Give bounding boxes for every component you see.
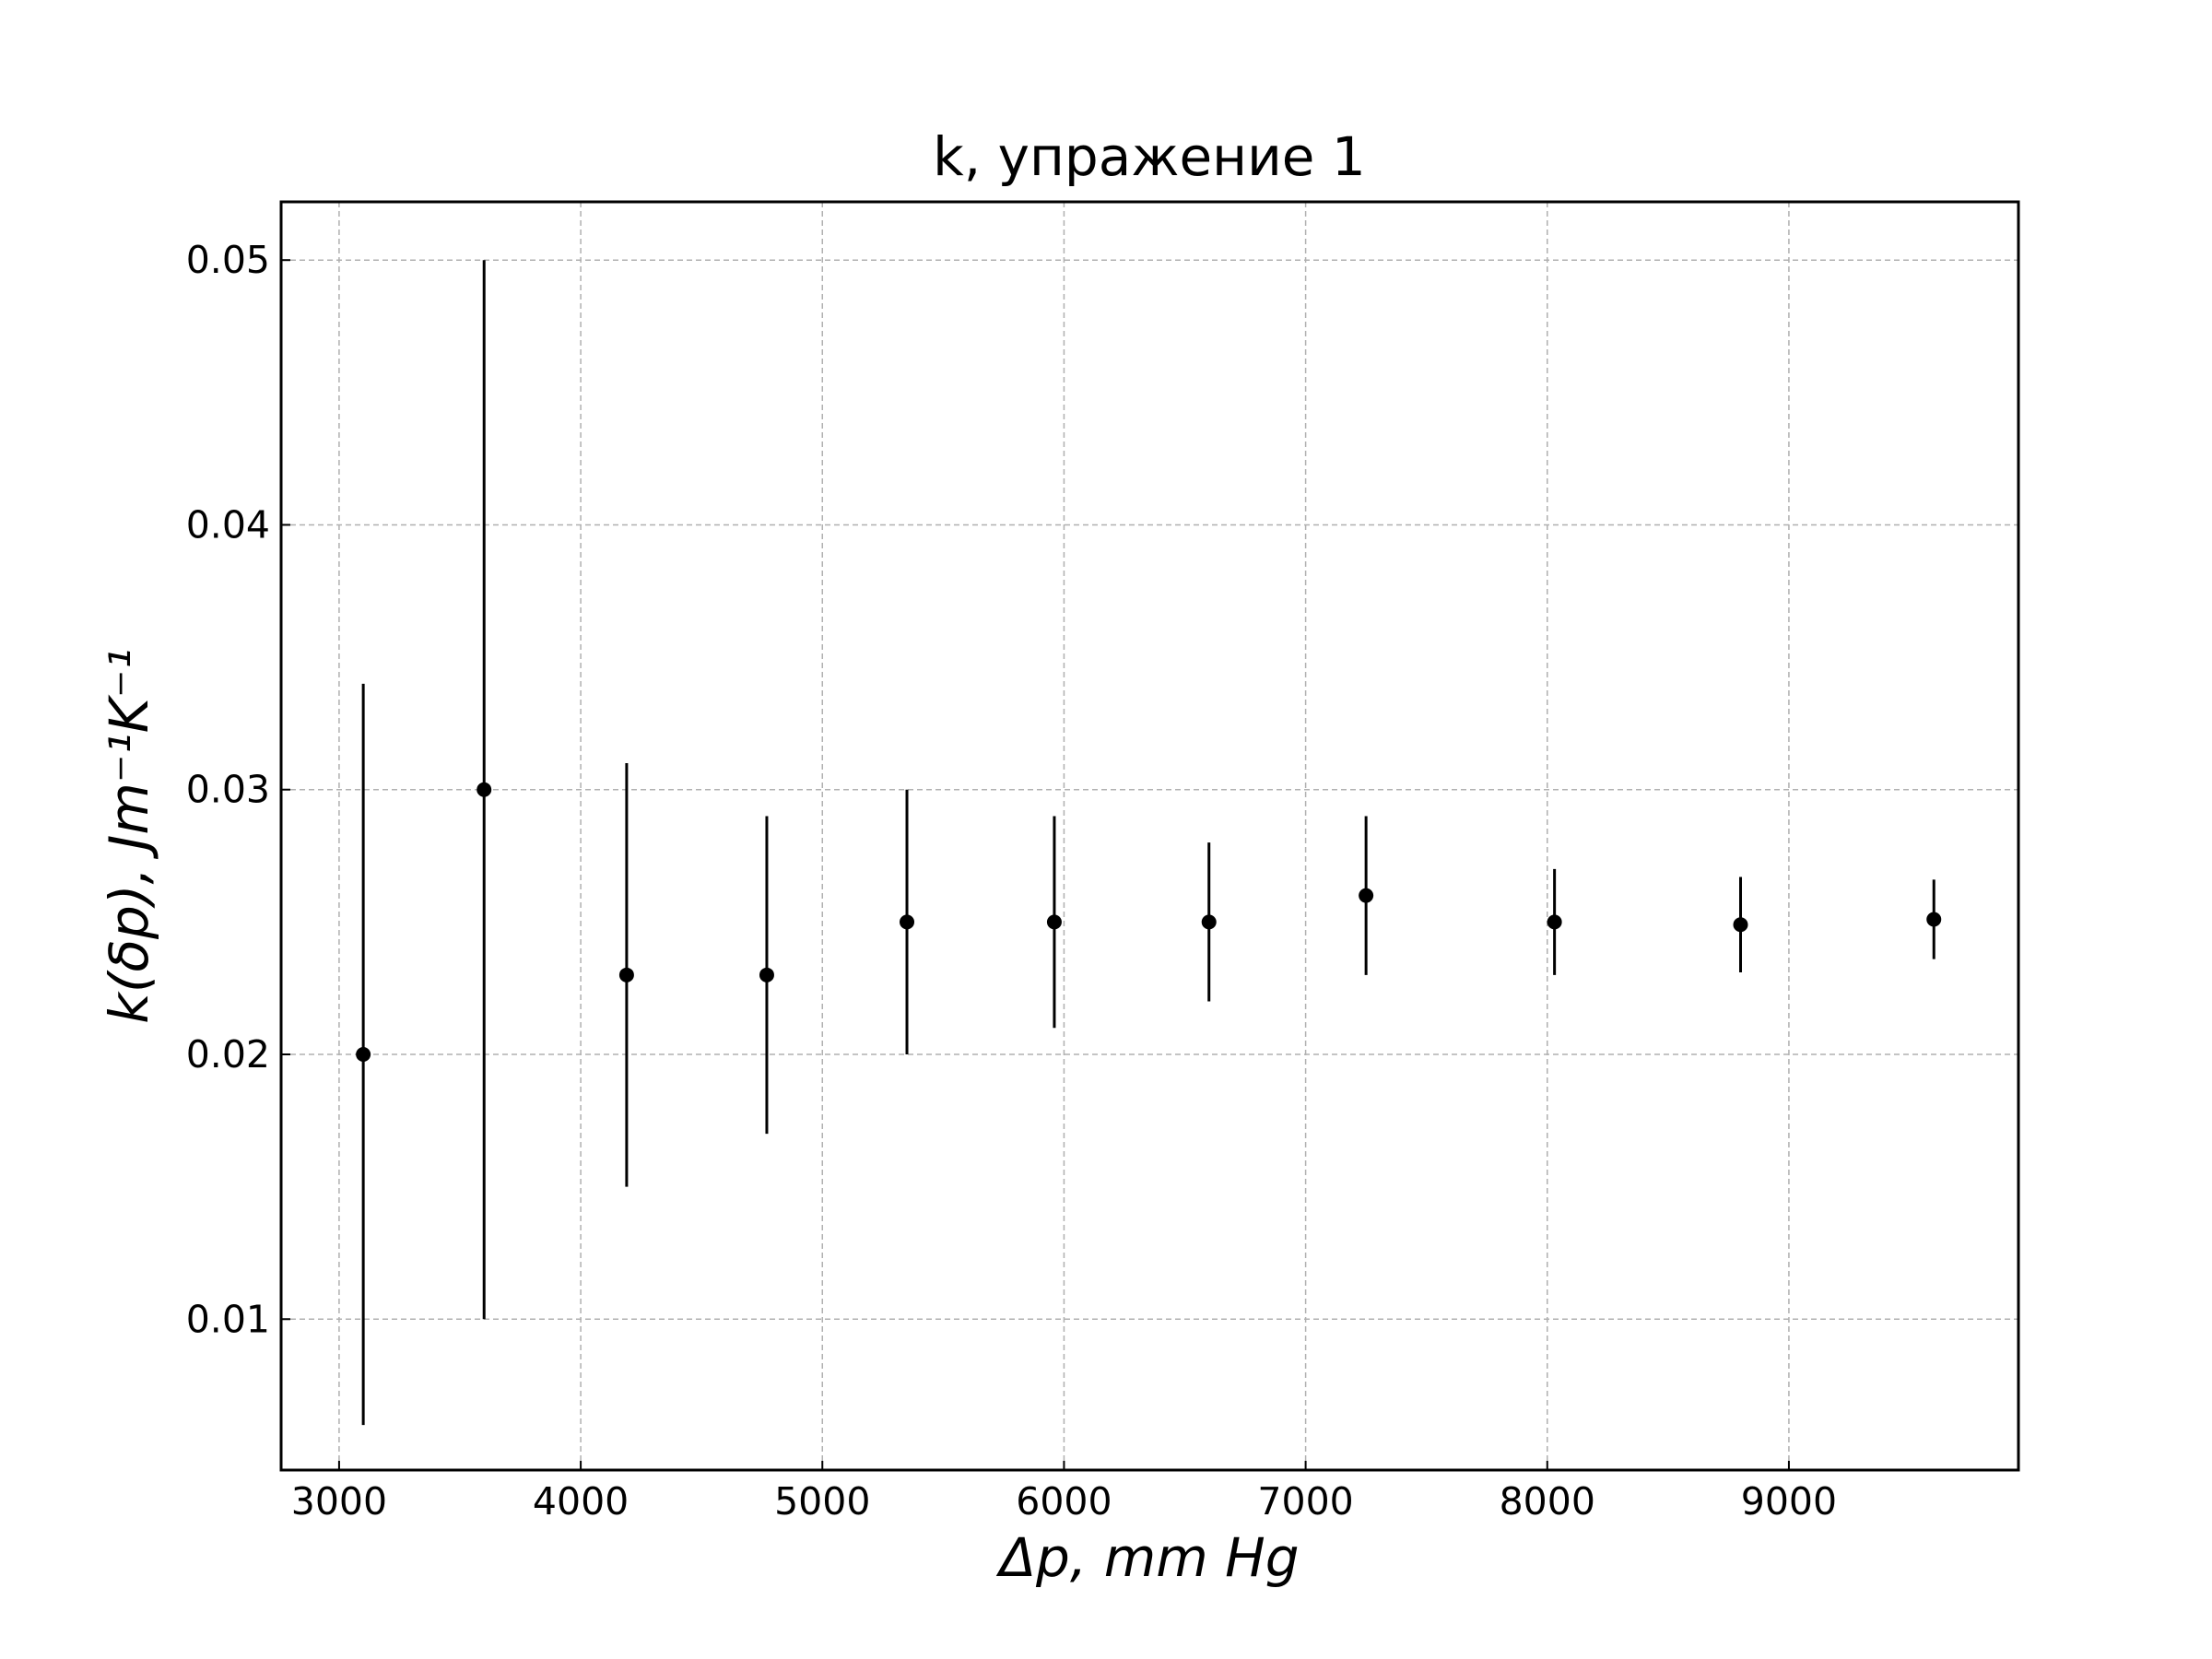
data-point [1046,914,1062,930]
plot-frame [279,200,2020,1472]
y-tick-label: 0.04 [186,502,270,547]
data-point [1359,888,1374,903]
data-point [356,1046,371,1062]
y-tick-label: 0.02 [186,1032,270,1077]
y-tick-label: 0.03 [186,768,270,812]
data-point [1926,912,1942,927]
x-tick-label: 8000 [1500,1479,1595,1524]
x-tick-label: 7000 [1257,1479,1353,1524]
data-point [1547,914,1562,930]
y-axis-label: k(δp), Jm⁻¹K⁻¹ [98,648,160,1023]
error-bars [361,260,1936,1426]
data-point [759,967,774,982]
grid [281,202,2018,1470]
data-points [356,782,1942,1062]
x-tick-label: 4000 [533,1479,629,1524]
tick-labels: 3000 4000 5000 6000 7000 8000 9000 0.01 0.02 0.03… [186,238,1837,1524]
data-point [618,967,634,982]
x-tick-label: 9000 [1741,1479,1837,1524]
x-axis-label: Δp, mm Hg [995,1526,1299,1589]
y-tick-label: 0.01 [186,1297,270,1341]
axis-ticks [281,259,1790,1470]
chart-title: k, упражение 1 [933,125,1366,188]
data-point [900,914,915,930]
x-tick-label: 6000 [1016,1479,1112,1524]
data-point [1733,917,1748,933]
y-tick-label: 0.05 [186,238,270,282]
x-tick-label: 3000 [291,1479,387,1524]
data-point [1201,914,1217,930]
data-point [477,782,492,797]
x-tick-label: 5000 [774,1479,870,1524]
